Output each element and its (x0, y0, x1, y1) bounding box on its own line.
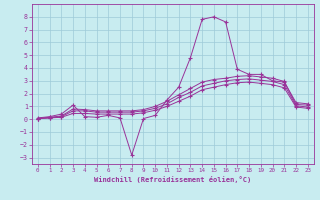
X-axis label: Windchill (Refroidissement éolien,°C): Windchill (Refroidissement éolien,°C) (94, 176, 252, 183)
